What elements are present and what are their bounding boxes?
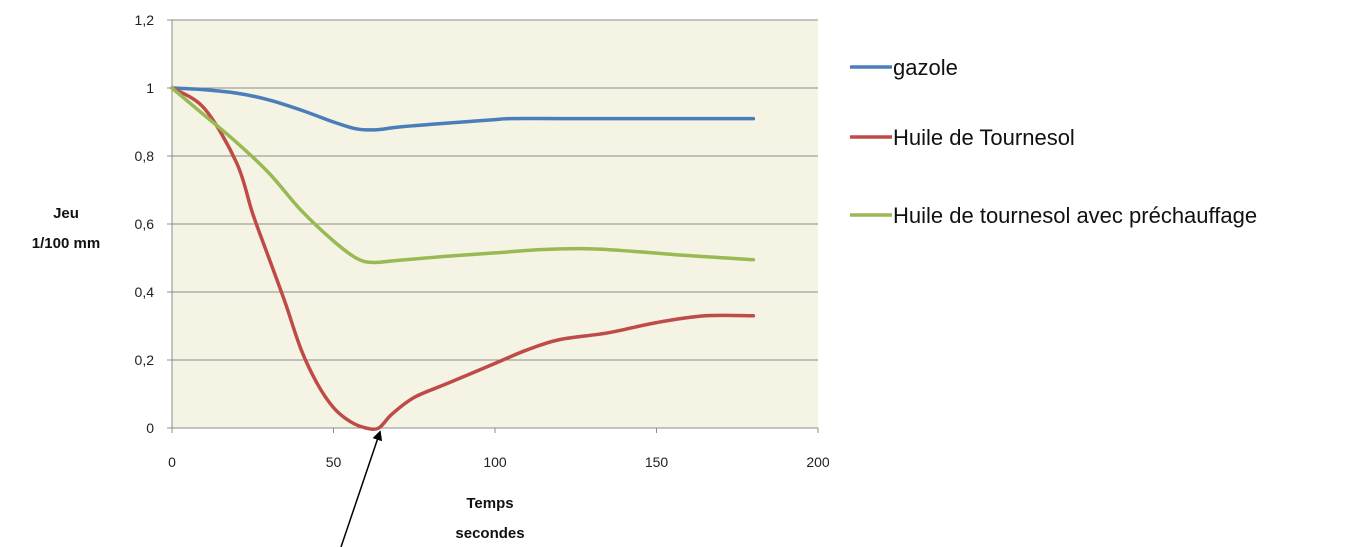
x-tick-label: 150	[645, 454, 669, 470]
legend-label: gazole	[893, 55, 958, 80]
x-tick-label: 100	[483, 454, 507, 470]
y-tick-label: 1	[146, 80, 154, 96]
y-tick-label: 0	[146, 420, 154, 436]
tick-labels: 0 0,2 0,4 0,6 0,8 1 1,2 0 50 100 150 200	[135, 12, 830, 470]
legend-label: Huile de Tournesol	[893, 125, 1075, 150]
y-axis-title-line-2: 1/100 mm	[32, 235, 100, 252]
x-tick-label: 0	[168, 454, 176, 470]
series-line-gazole	[170, 86, 756, 132]
series-line-huile-prechauffage	[170, 86, 756, 265]
x-axis-title-line-1: Temps	[466, 495, 513, 512]
y-tick-label: 1,2	[135, 12, 155, 28]
annotation-arrow	[340, 430, 383, 547]
y-tick-label: 0,8	[135, 148, 155, 164]
x-axis-title-line-2: secondes	[455, 525, 524, 542]
legend-label: Huile de tournesol avec préchauffage	[893, 203, 1257, 228]
axis-titles: Jeu 1/100 mm Temps secondes	[32, 205, 525, 542]
y-tick-label: 0,6	[135, 216, 155, 232]
y-axis-title-line-1: Jeu	[53, 205, 79, 222]
x-tick-label: 200	[806, 454, 830, 470]
annotation	[340, 430, 383, 547]
legend-item: Huile de Tournesol	[850, 125, 1075, 150]
legend-item: Huile de tournesol avec préchauffage	[850, 203, 1257, 228]
y-tick-label: 0,2	[135, 352, 155, 368]
x-tick-label: 50	[326, 454, 342, 470]
y-tick-label: 0,4	[135, 284, 155, 300]
legend: gazole Huile de Tournesol Huile de tournes…	[850, 55, 1257, 228]
series-lines	[170, 86, 756, 432]
series-line-huile-de-tournesol	[170, 86, 756, 432]
legend-item: gazole	[850, 55, 958, 80]
